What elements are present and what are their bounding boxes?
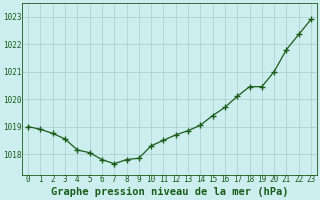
X-axis label: Graphe pression niveau de la mer (hPa): Graphe pression niveau de la mer (hPa) [51, 187, 288, 197]
